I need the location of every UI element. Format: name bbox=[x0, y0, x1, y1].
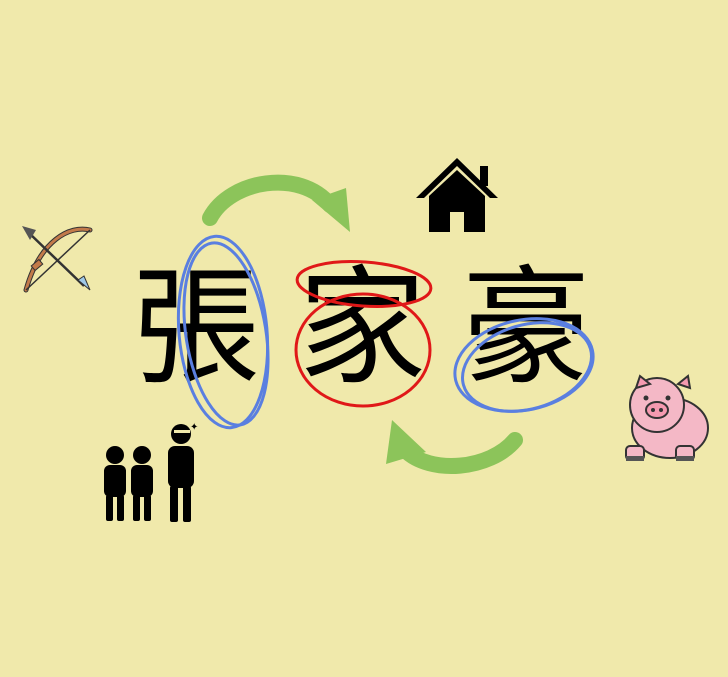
svg-text:✦: ✦ bbox=[190, 422, 198, 433]
bow-and-arrow-icon bbox=[22, 226, 93, 293]
people-group-icon: ✦ bbox=[104, 422, 198, 522]
green-arrow-top bbox=[202, 174, 350, 232]
blue-circle-hao bbox=[453, 317, 595, 413]
green-arrow-bottom bbox=[386, 420, 523, 474]
red-circle-jia bbox=[294, 260, 433, 408]
pig-icon bbox=[625, 374, 709, 461]
character-zhang: 張 bbox=[132, 254, 261, 403]
blue-circle-zhang bbox=[176, 234, 270, 430]
character-jia: 家 bbox=[298, 254, 427, 403]
house-icon bbox=[416, 158, 498, 232]
